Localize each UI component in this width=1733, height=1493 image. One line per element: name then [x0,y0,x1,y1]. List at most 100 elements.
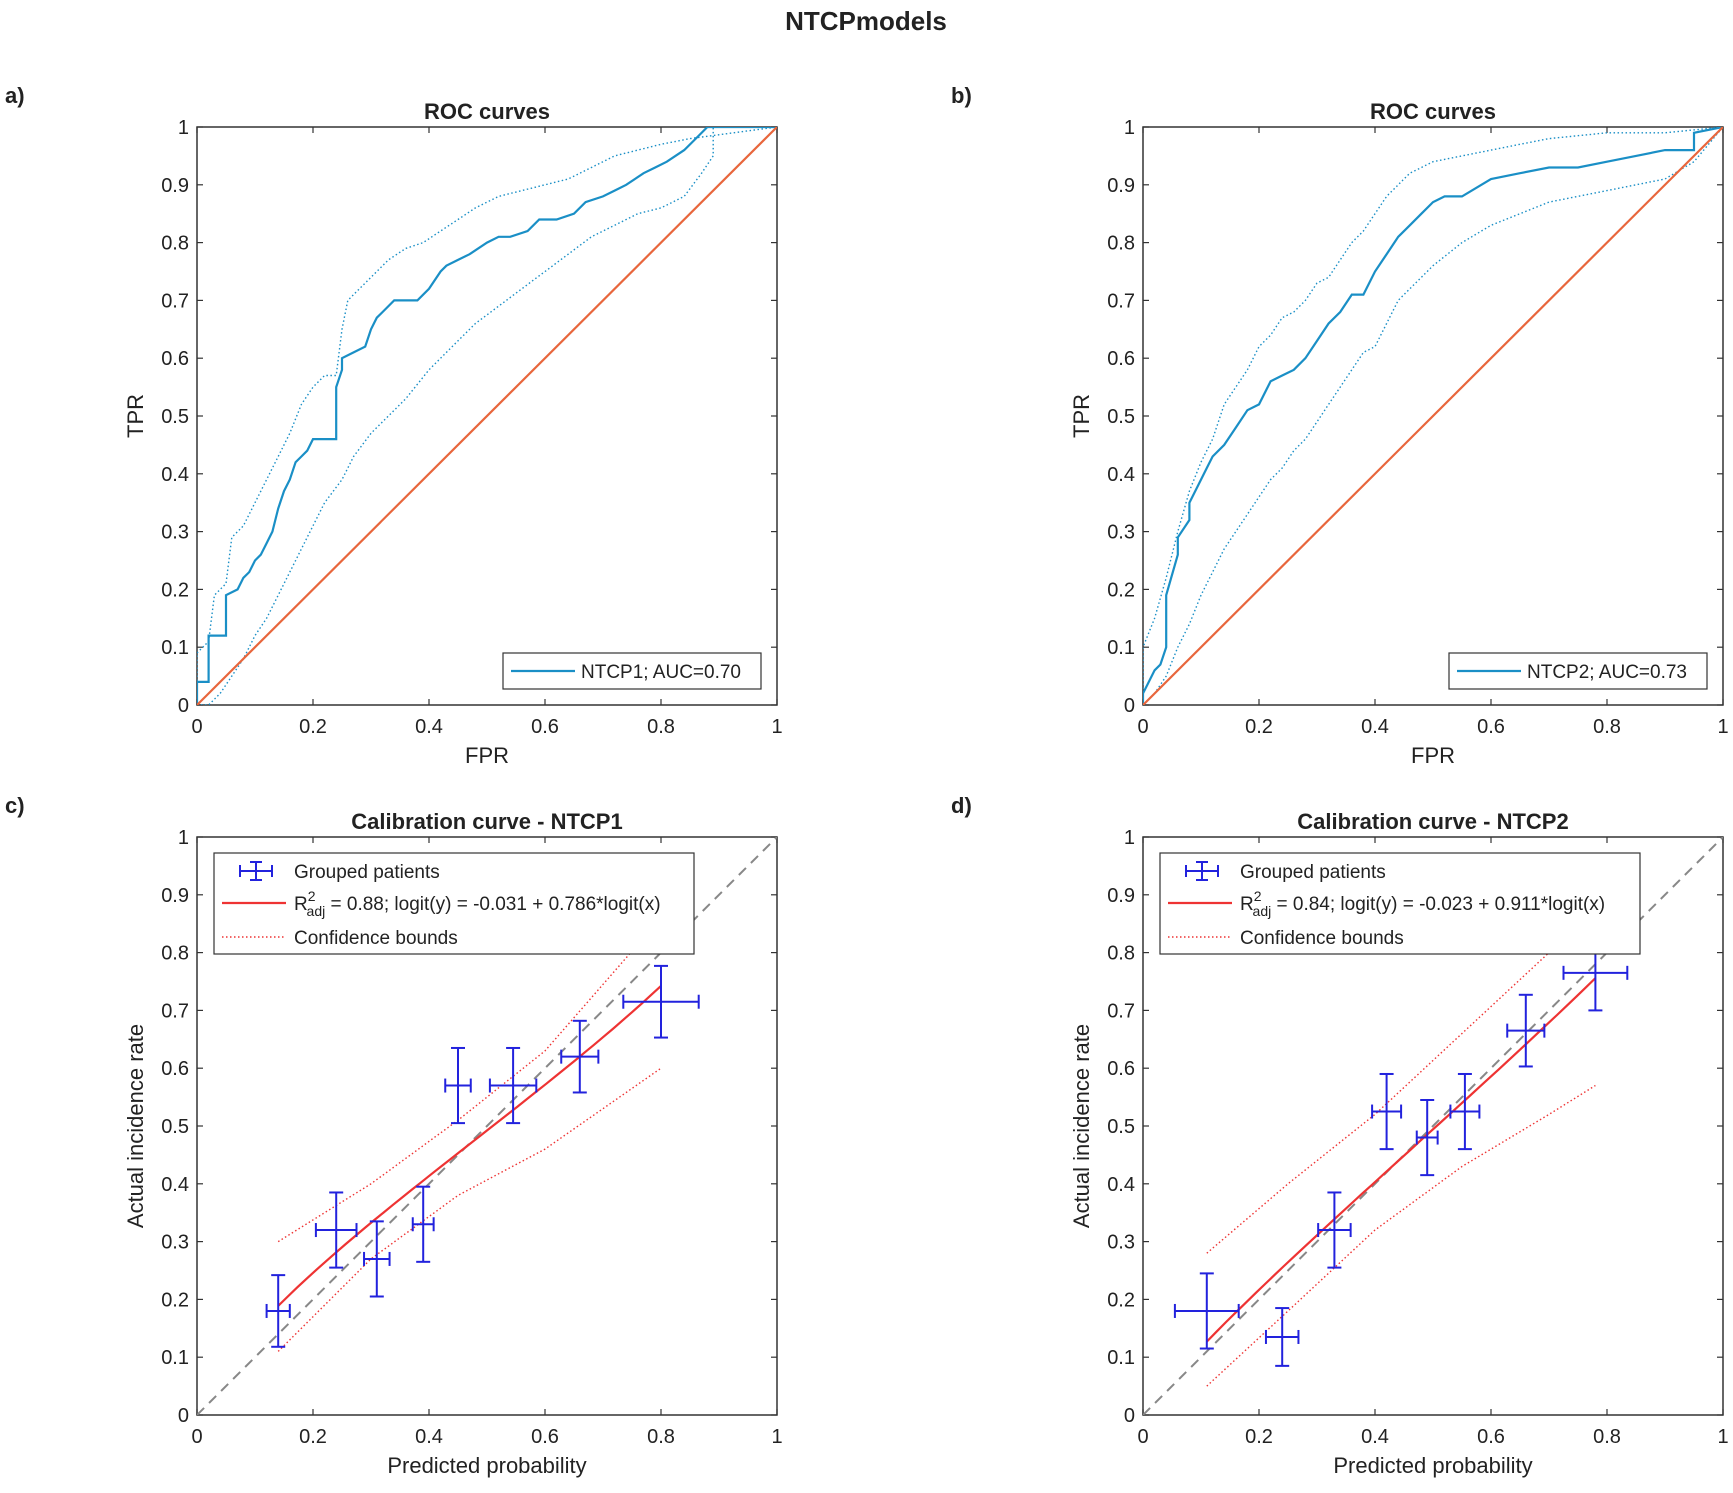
grouped-patients-point [1449,1072,1481,1151]
grouped-patients-point [1371,1072,1403,1151]
y-tick-label: 0.7 [1107,290,1135,312]
y-tick-label: 0.9 [161,175,189,197]
x-axis-label: FPR [465,743,509,768]
x-tick-label: 0 [191,716,202,738]
y-tick-label: 0.6 [1107,348,1135,370]
x-tick-label: 0.8 [1593,1426,1621,1448]
x-tick-label: 0.8 [647,716,675,738]
y-tick-label: 0.9 [161,885,189,907]
x-tick-label: 0.6 [531,1426,559,1448]
grouped-patients-point [314,1191,358,1269]
confidence-bound-upper-line [1206,905,1596,1254]
y-tick-label: 0.1 [1107,637,1135,659]
y-tick-label: 0.9 [1107,175,1135,197]
logistic-fit-line [1206,977,1597,1343]
y-tick-label: 0 [1124,695,1135,717]
fit-equation: = 0.84; logit(y) = -0.023 + 0.911*logit(… [1271,894,1605,915]
plot-content [1143,837,1723,1415]
x-tick-label: 0.4 [1361,1426,1389,1448]
grouped-patients-point [622,964,700,1039]
confidence-bound-lower-line [277,1067,662,1352]
y-tick-label: 0.8 [1107,233,1135,255]
y-tick-label: 0.3 [1107,522,1135,544]
legend: NTCP1; AUC=0.70 [502,652,762,690]
panel-label: a) [5,83,25,108]
y-tick-label: 0.7 [161,290,189,312]
x-tick-label: 1 [771,716,782,738]
x-tick-label: 0.8 [1593,716,1621,738]
x-tick-label: 1 [1717,1426,1728,1448]
y-tick-label: 0.4 [161,1174,189,1196]
legend: Grouped patients R2 adj = 0.88; logit(y) =… [213,852,695,955]
y-tick-label: 0.2 [161,579,189,601]
roc-upper-bound-line [197,127,777,705]
legend: NTCP2; AUC=0.73 [1448,652,1708,690]
y-tick-label: 0.1 [161,1347,189,1369]
roc-upper-bound-line [1143,127,1723,705]
y-tick-label: 1 [1124,117,1135,139]
fit-r-symbol: R [1240,894,1254,915]
chart-panel-3: c) Calibration curve - NTCP1 0 0.2 0.4 0.6 0.8… [5,793,783,1478]
grouped-patients-point [363,1220,391,1298]
y-tick-label: 0.4 [1107,464,1135,486]
x-tick-label: 0 [1137,716,1148,738]
x-tick-label: 1 [771,1426,782,1448]
y-tick-label: 1 [1124,827,1135,849]
x-axis-label: FPR [1411,743,1455,768]
x-tick-label: 0.6 [531,716,559,738]
legend-grouped-label: Grouped patients [294,862,440,883]
x-tick-label: 0.2 [299,716,327,738]
grouped-patients-point [560,1019,600,1094]
roc-curve-line [1143,127,1723,705]
y-axis-label: Actual incidence rate [1069,1024,1094,1228]
x-tick-label: 0.4 [1361,716,1389,738]
y-tick-label: 0.2 [1107,579,1135,601]
grouped-patients-point [1506,993,1546,1068]
legend-label: NTCP2; AUC=0.73 [1527,662,1687,683]
grouped-patients-point [411,1185,435,1263]
y-tick-label: 0.3 [161,1232,189,1254]
y-axis-label: Actual incidence rate [123,1024,148,1228]
y-tick-label: 0.5 [161,1116,189,1138]
x-tick-label: 0 [191,1426,202,1448]
y-tick-label: 0.7 [161,1000,189,1022]
y-tick-label: 0.2 [1107,1289,1135,1311]
reference-diagonal-line [197,127,777,705]
grouped-patients-point [265,1274,291,1348]
x-tick-label: 1 [1717,716,1728,738]
y-tick-label: 0.5 [1107,1116,1135,1138]
grouped-patients-point [1173,1272,1240,1350]
grouped-patients-point [488,1046,538,1125]
fit-superscript: 2 [1254,888,1262,904]
fit-equation: = 0.88; logit(y) = -0.031 + 0.786*logit(… [325,894,660,915]
grouped-patients-point [1317,1191,1352,1269]
legend-box [1159,852,1641,955]
x-tick-label: 0.4 [415,1426,443,1448]
chart-title: ROC curves [424,99,550,124]
panel-label: c) [5,793,25,818]
legend: Grouped patients R2 adj = 0.84; logit(y) =… [1159,852,1641,955]
chart-title: Calibration curve - NTCP1 [351,809,622,834]
y-tick-label: 0.4 [1107,1174,1135,1196]
grouped-patients-point [444,1046,472,1125]
y-tick-label: 0.5 [161,406,189,428]
y-tick-label: 0.9 [1107,885,1135,907]
y-axis-label: TPR [123,394,148,438]
plot-content [1143,127,1723,705]
y-tick-label: 0.3 [1107,1232,1135,1254]
figure-title: NTCPmodels [785,6,947,36]
panel-label: d) [951,793,972,818]
y-tick-label: 1 [178,117,189,139]
x-tick-label: 0.6 [1477,716,1505,738]
y-tick-label: 0.8 [161,943,189,965]
y-tick-label: 1 [178,827,189,849]
y-tick-label: 0.6 [161,348,189,370]
x-axis-label: Predicted probability [387,1453,586,1478]
y-tick-label: 0.8 [161,233,189,255]
x-tick-label: 0.6 [1477,1426,1505,1448]
y-tick-label: 0.4 [161,464,189,486]
y-tick-label: 0.5 [1107,406,1135,428]
x-tick-label: 0.4 [415,716,443,738]
fit-r-symbol: R [294,894,308,915]
